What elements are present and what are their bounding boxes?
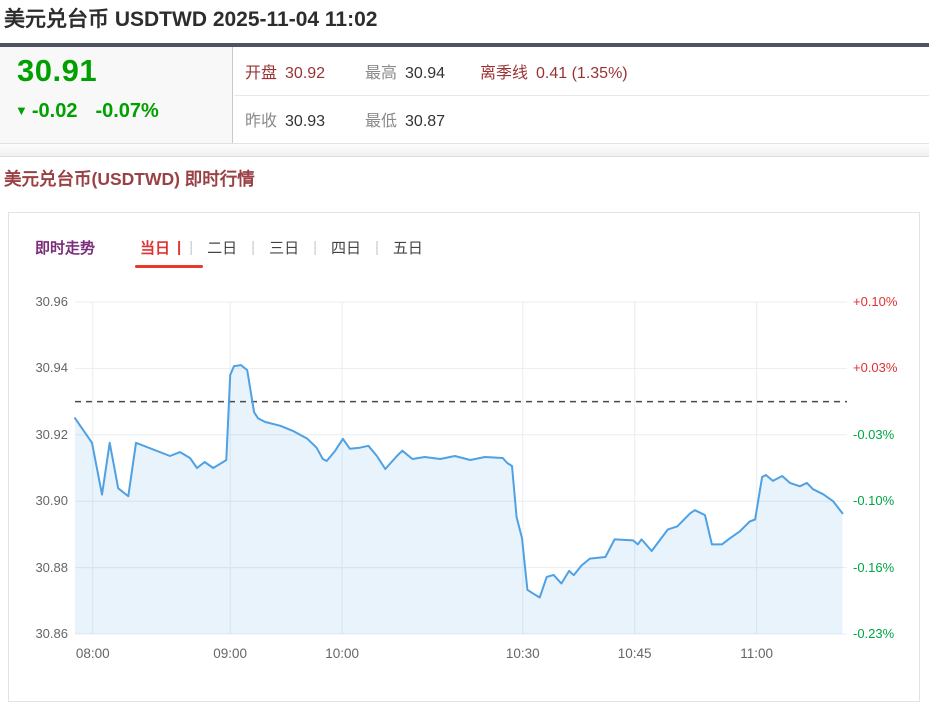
price-change-row: ▼ -0.02 -0.07% xyxy=(15,100,159,123)
price-line xyxy=(74,364,844,599)
quote-bottom-border xyxy=(0,143,929,144)
stat-high-label: 最高 xyxy=(365,65,398,82)
x-axis-label: 11:00 xyxy=(740,646,774,661)
current-price: 30.91 xyxy=(17,53,98,88)
quote-panel: 30.91 ▼ -0.02 -0.07% xyxy=(0,47,233,143)
price-area-fill xyxy=(75,365,843,634)
x-axis-label: 09:00 xyxy=(213,646,248,661)
y-axis-left-label: 30.96 xyxy=(35,294,68,309)
stat-low-value: 30.87 xyxy=(405,113,446,130)
tab-lead-label: 即时走势 xyxy=(35,239,96,257)
y-axis-right-label: -0.16% xyxy=(853,559,895,575)
stat-prev-value: 30.93 xyxy=(285,113,326,130)
active-tab-bar: | xyxy=(177,238,182,256)
chart-plot-area[interactable] xyxy=(74,301,847,635)
stat-high: 最高 30.94 xyxy=(365,59,445,83)
stats-row-divider xyxy=(234,95,929,96)
y-axis-left-label: 30.86 xyxy=(35,626,68,641)
stat-prev-close: 昨收 30.93 xyxy=(245,107,325,131)
stat-low-label: 最低 xyxy=(365,113,398,130)
tab-three-day[interactable]: 三日 xyxy=(269,239,300,257)
separator-band-border xyxy=(0,156,929,157)
x-axis-label: 08:00 xyxy=(75,646,110,661)
chart-card xyxy=(8,212,920,702)
stat-quarter-label: 离季线 xyxy=(480,65,529,82)
header-rule xyxy=(0,43,929,47)
y-axis-right-label: +0.03% xyxy=(853,360,898,376)
tab-two-day[interactable]: 二日 xyxy=(207,239,238,257)
tab-separator: | xyxy=(251,238,256,256)
y-axis-left-label: 30.90 xyxy=(35,493,68,509)
y-axis-left: 30.96 30.94 30.92 30.90 30.88 30.86 xyxy=(18,294,68,641)
tab-separator: | xyxy=(375,238,379,256)
down-arrow-icon: ▼ xyxy=(15,103,28,118)
stat-quarter-line: 离季线 0.41 (1.35%) xyxy=(480,59,628,83)
y-axis-left-label: 30.88 xyxy=(35,559,68,575)
price-chart-svg xyxy=(74,301,847,635)
stat-high-value: 30.94 xyxy=(405,65,446,82)
page-title: 美元兑台币 USDTWD 2025-11-04 11:02 xyxy=(4,8,378,31)
y-axis-left-label: 30.94 xyxy=(35,360,68,376)
x-axis-label: 10:30 xyxy=(505,646,540,661)
stat-open: 开盘 30.92 xyxy=(245,59,325,83)
active-tab-underline xyxy=(135,265,203,268)
tab-today[interactable]: 当日 xyxy=(140,239,171,257)
y-axis-right-label: -0.23% xyxy=(853,626,895,641)
tab-separator: | xyxy=(189,238,194,256)
x-axis-label: 10:00 xyxy=(325,646,359,661)
x-axis-label: 10:45 xyxy=(617,646,652,661)
section-title: 美元兑台币(USDTWD) 即时行情 xyxy=(4,169,255,189)
tab-separator: | xyxy=(313,238,317,256)
stat-quarter-value: 0.41 (1.35%) xyxy=(536,65,628,82)
price-change-percent: -0.07% xyxy=(95,100,159,122)
stat-open-label: 开盘 xyxy=(245,65,278,82)
tab-four-day[interactable]: 四日 xyxy=(330,239,361,257)
y-axis-right-label: -0.03% xyxy=(853,426,895,442)
separator-band xyxy=(0,144,929,156)
price-change: -0.02 xyxy=(31,100,78,122)
chart-tabbar: 即时走势 当日 | | 二日 | 三日 | 四日 | 五日 xyxy=(35,234,423,260)
tab-five-day[interactable]: 五日 xyxy=(392,239,423,257)
stat-prev-label: 昨收 xyxy=(245,113,278,130)
x-axis: 08:00 09:00 10:00 10:30 10:45 11:00 xyxy=(75,644,847,664)
quote-stats: 开盘 30.92 最高 30.94 离季线 0.41 (1.35%) 昨收 30.93 … xyxy=(234,47,929,143)
y-axis-right-label: +0.10% xyxy=(853,294,898,309)
y-axis-right-label: -0.10% xyxy=(853,493,895,509)
y-axis-right: +0.10% +0.03% -0.03% -0.10% -0.16% -0.23% xyxy=(853,294,925,641)
stat-open-value: 30.92 xyxy=(285,65,326,82)
y-axis-left-label: 30.92 xyxy=(35,426,68,442)
stat-low: 最低 30.87 xyxy=(365,107,445,131)
